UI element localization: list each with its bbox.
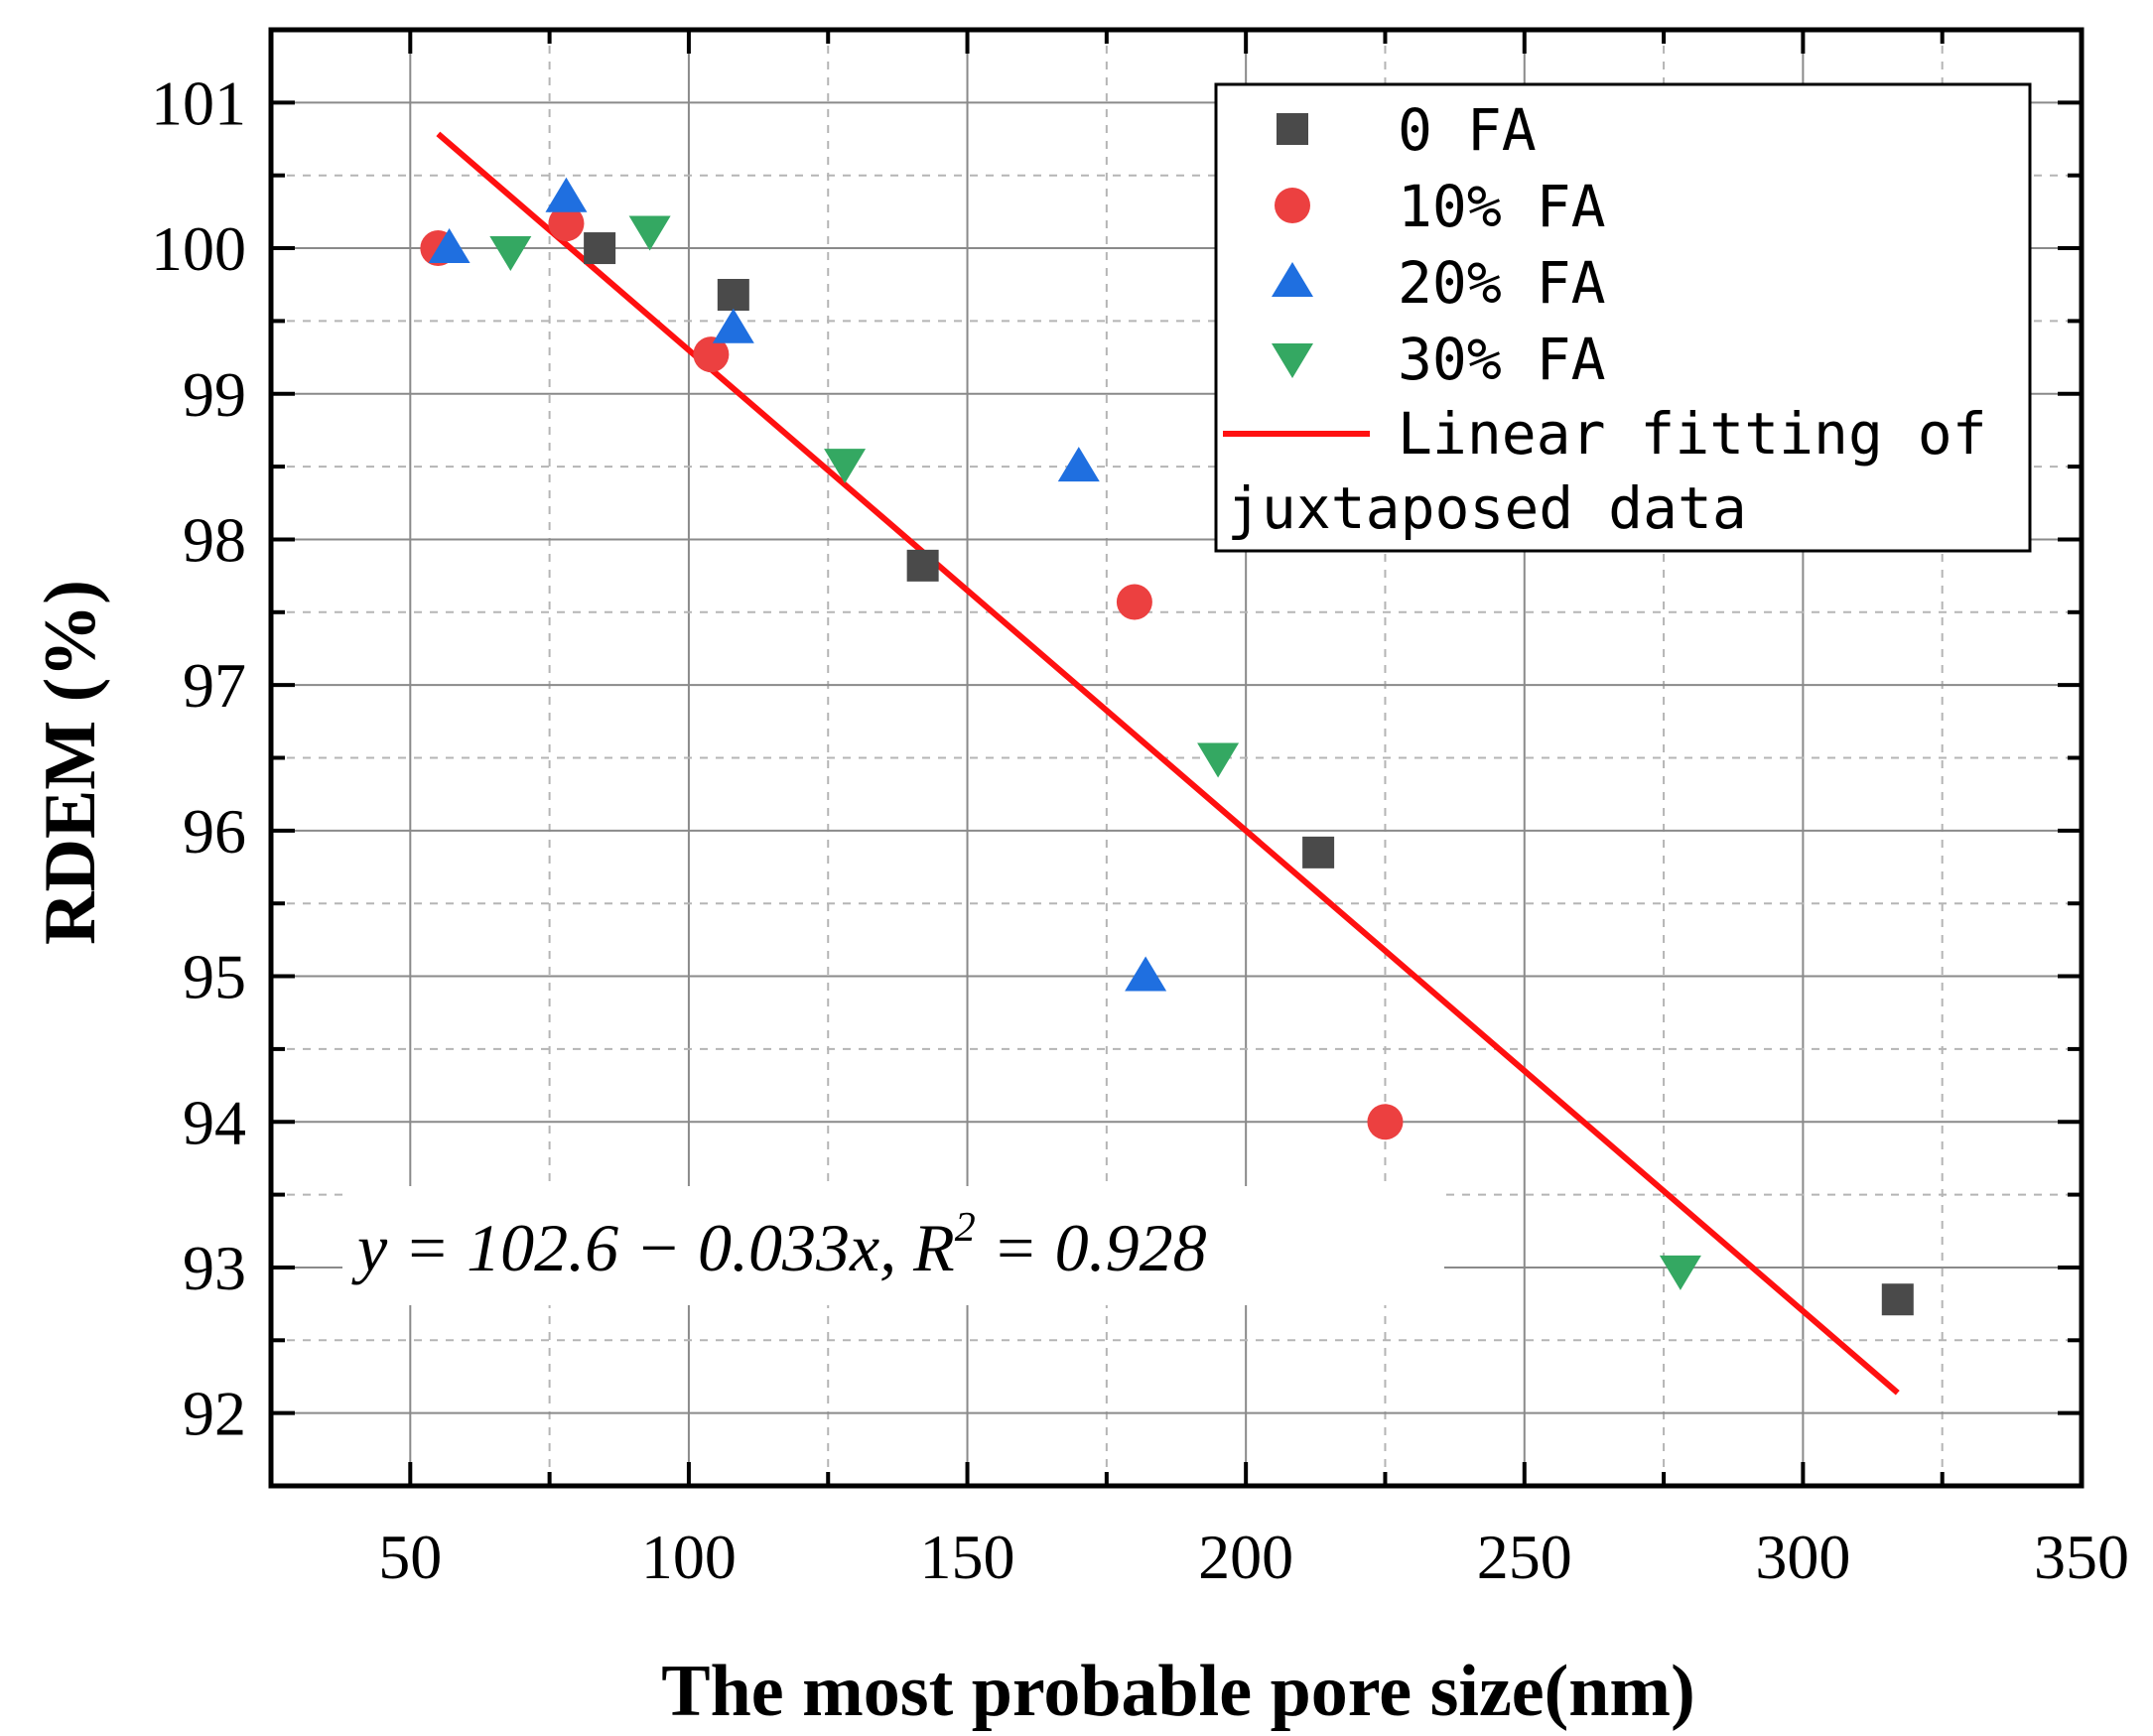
y-tick-label: 93 xyxy=(183,1233,246,1303)
point-series-3 xyxy=(489,235,532,271)
point-series-0 xyxy=(906,549,939,582)
point-series-3 xyxy=(824,449,867,484)
equation-text: y = 102.6 − 0.033x, R2 = 0.928 xyxy=(351,1205,1207,1285)
point-series-1 xyxy=(693,336,730,373)
y-tick-label: 96 xyxy=(183,796,246,867)
y-tick-label: 100 xyxy=(151,213,246,284)
point-series-0 xyxy=(717,278,749,311)
y-tick-label: 99 xyxy=(183,359,246,430)
x-tick-label: 100 xyxy=(641,1522,737,1592)
point-series-3 xyxy=(1197,742,1240,778)
legend-marker-3 xyxy=(1272,343,1313,378)
legend-box xyxy=(1214,82,2032,553)
x-tick-label: 300 xyxy=(1755,1522,1850,1592)
y-tick-label: 98 xyxy=(183,504,246,575)
y-tick-label: 94 xyxy=(183,1087,246,1157)
fit-line xyxy=(436,131,1900,1396)
point-series-0 xyxy=(584,232,616,265)
point-series-2 xyxy=(1125,956,1167,992)
x-tick-label: 250 xyxy=(1477,1522,1572,1592)
x-tick-label: 50 xyxy=(378,1522,442,1592)
point-series-1 xyxy=(1116,584,1152,620)
point-series-2 xyxy=(712,308,754,343)
point-series-1 xyxy=(548,205,585,242)
point-series-3 xyxy=(628,215,671,251)
legend-label-20fa: 20% FA xyxy=(1398,249,1606,317)
y-tick-label: 92 xyxy=(183,1379,246,1449)
legend-marker-0 xyxy=(1277,113,1308,145)
x-tick-label: 350 xyxy=(2034,1522,2129,1592)
y-axis-title: RDEM (%) xyxy=(30,580,111,945)
point-series-3 xyxy=(1659,1255,1701,1290)
x-tick-label: 200 xyxy=(1198,1522,1293,1592)
point-series-2 xyxy=(545,177,588,212)
point-series-0 xyxy=(1302,836,1335,868)
x-axis-title: The most probable pore size(nm) xyxy=(661,1651,1694,1732)
point-series-1 xyxy=(1367,1104,1404,1140)
y-tick-label: 97 xyxy=(183,650,246,721)
equation-box: y = 102.6 − 0.033x, R2 = 0.928 xyxy=(342,1186,1444,1305)
x-tick-label: 150 xyxy=(920,1522,1015,1592)
data-points xyxy=(420,177,1914,1316)
legend-marker-2 xyxy=(1272,262,1313,297)
point-series-0 xyxy=(1881,1283,1914,1316)
y-tick-label: 95 xyxy=(183,942,246,1012)
legend-marker-1 xyxy=(1275,188,1310,223)
legend-label-30fa: 30% FA xyxy=(1398,326,1606,393)
y-tick-label: 101 xyxy=(151,67,246,138)
legend-label-fit-line2: juxtaposed data xyxy=(1227,474,1747,542)
point-series-2 xyxy=(428,228,471,264)
equation-background xyxy=(342,1186,1444,1305)
legend: 0 FA 10% FA 20% FA 30% FA Linear fitting… xyxy=(1214,82,2032,553)
axis-ticks: 50 100 150 200 250 300 350 92 93 94 95 96 97 98 99 100 1… xyxy=(151,30,2129,1592)
legend-label-fit-line1: Linear fitting of xyxy=(1398,400,1987,467)
legend-label-0fa: 0 FA xyxy=(1398,96,1537,164)
legend-label-10fa: 10% FA xyxy=(1398,173,1606,240)
fit-line-group xyxy=(436,131,1900,1396)
point-series-2 xyxy=(1057,447,1100,482)
